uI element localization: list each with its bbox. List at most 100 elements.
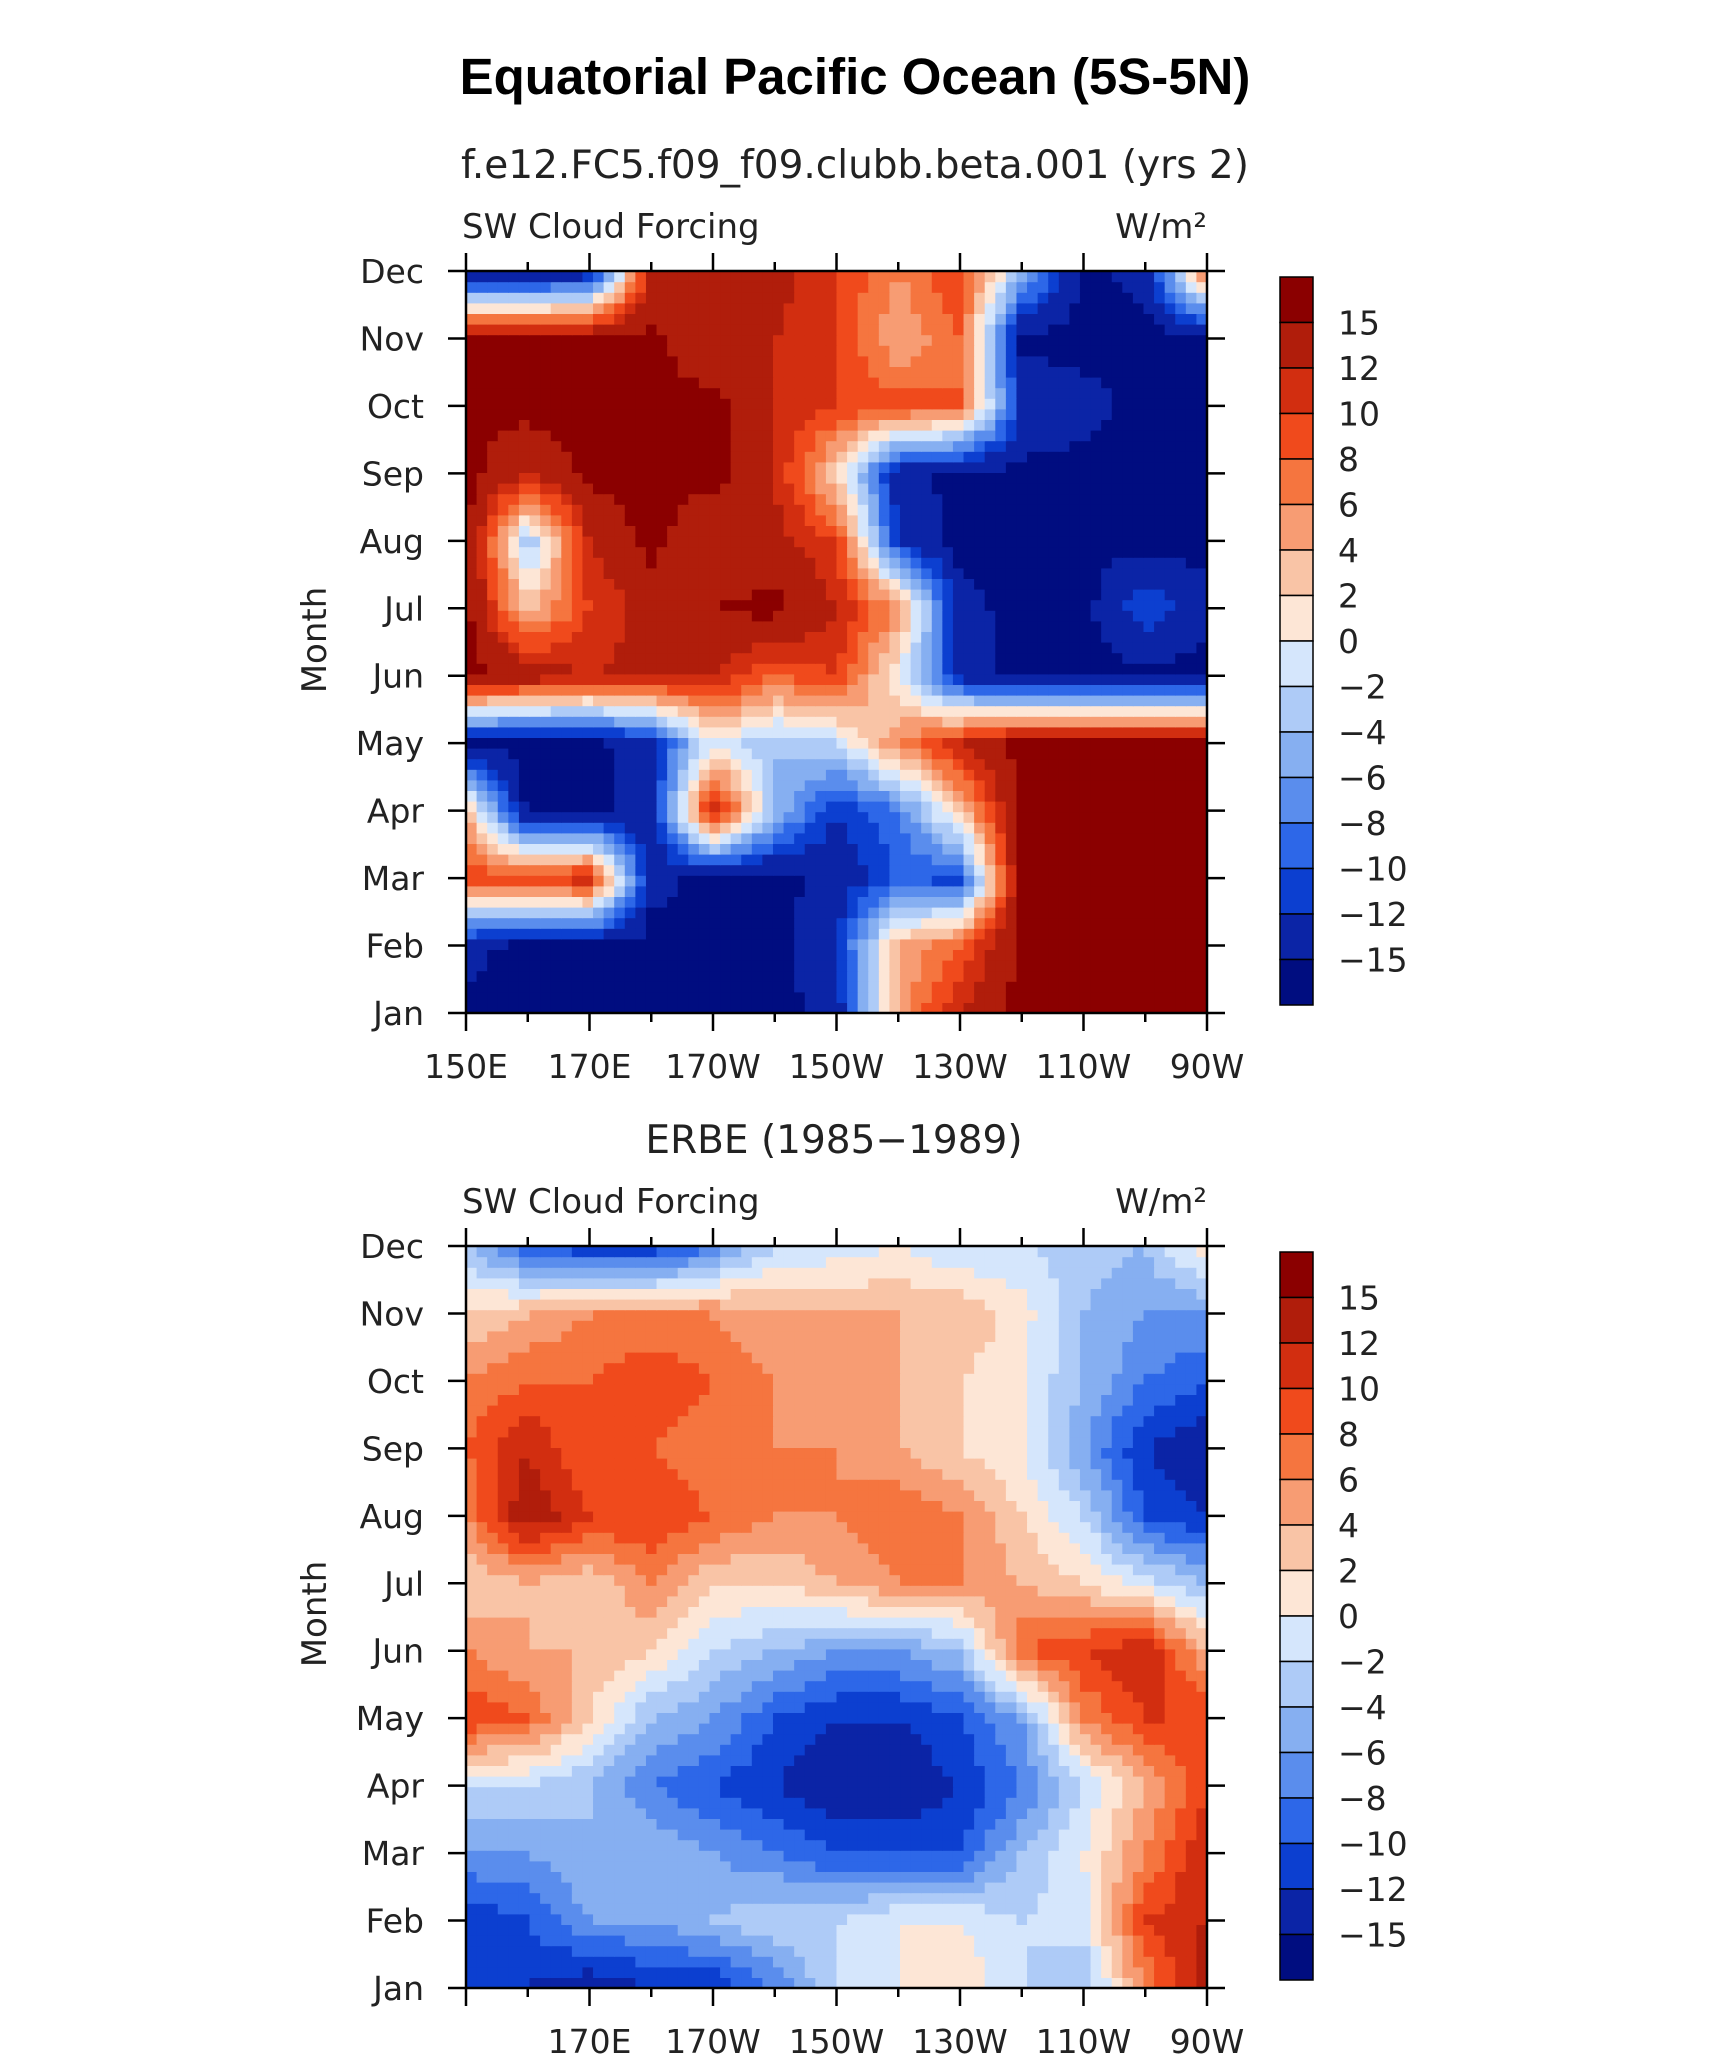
panel1-units-label: W/m² xyxy=(1115,207,1207,247)
heatmap-cell xyxy=(614,779,626,791)
heatmap-cell xyxy=(931,769,943,781)
heatmap-cell xyxy=(804,779,816,791)
heatmap-cell xyxy=(698,525,711,537)
heatmap-cell xyxy=(656,726,668,738)
heatmap-cell xyxy=(868,695,880,707)
heatmap-cell xyxy=(794,801,806,813)
heatmap-cell xyxy=(1016,1002,1028,1014)
heatmap-cell xyxy=(487,716,499,728)
heatmap-cell xyxy=(974,313,986,325)
heatmap-cell xyxy=(878,377,891,389)
heatmap-cell xyxy=(900,472,912,484)
heatmap-cell xyxy=(762,355,774,367)
heatmap-cell xyxy=(931,652,943,664)
heatmap-cell xyxy=(518,408,531,420)
heatmap-cell xyxy=(974,440,986,452)
heatmap-cell xyxy=(878,907,891,919)
heatmap-cell xyxy=(772,567,785,579)
heatmap-cell xyxy=(466,790,478,802)
heatmap-cell xyxy=(878,673,891,685)
heatmap-cell xyxy=(868,366,880,378)
heatmap-cell xyxy=(1016,896,1028,908)
heatmap-cell xyxy=(730,811,742,823)
heatmap-cell xyxy=(709,769,721,781)
heatmap-cell xyxy=(995,854,1007,866)
heatmap-cell xyxy=(889,567,901,579)
heatmap-cell xyxy=(942,885,954,897)
heatmap-cell xyxy=(1185,801,1198,813)
heatmap-cell xyxy=(984,483,996,495)
heatmap-cell xyxy=(857,483,869,495)
heatmap-cell xyxy=(762,610,774,622)
heatmap-cell xyxy=(1069,557,1081,569)
heatmap-cell xyxy=(1143,387,1155,399)
heatmap-cell xyxy=(476,493,488,505)
heatmap-cell xyxy=(1101,430,1113,442)
heatmap-cell xyxy=(730,504,742,516)
heatmap-cell xyxy=(889,1002,901,1014)
heatmap-cell xyxy=(603,334,615,346)
heatmap-cell xyxy=(741,451,753,463)
heatmap-cell xyxy=(783,546,795,558)
heatmap-cell xyxy=(561,779,573,791)
heatmap-cell xyxy=(1143,440,1155,452)
heatmap-cell xyxy=(1027,684,1039,696)
heatmap-cell xyxy=(1111,737,1123,749)
heatmap-cell xyxy=(857,917,869,929)
heatmap-cell xyxy=(529,1977,541,1989)
heatmap-cell xyxy=(529,811,541,823)
heatmap-cell xyxy=(709,801,721,813)
heatmap-cell xyxy=(709,748,721,760)
heatmap-cell xyxy=(1079,313,1092,325)
heatmap-cell xyxy=(878,663,891,675)
heatmap-cell xyxy=(1090,302,1102,314)
heatmap-cell xyxy=(1196,302,1208,314)
heatmap-cell xyxy=(529,748,541,760)
heatmap-cell xyxy=(963,981,975,993)
heatmap-cell xyxy=(1143,567,1155,579)
heatmap-cell xyxy=(1048,440,1060,452)
heatmap-cell xyxy=(984,748,996,760)
heatmap-cell xyxy=(900,991,912,1003)
heatmap-cell xyxy=(1175,970,1187,982)
heatmap-cell xyxy=(868,302,880,314)
heatmap-cell xyxy=(730,461,742,473)
heatmap-cell xyxy=(995,578,1007,590)
heatmap-cell xyxy=(571,483,584,495)
heatmap-cell xyxy=(1154,514,1166,526)
heatmap-cell xyxy=(709,610,721,622)
heatmap-cell xyxy=(762,938,774,950)
heatmap-cell xyxy=(1175,324,1187,336)
heatmap-cell xyxy=(804,430,816,442)
heatmap-cell xyxy=(561,610,573,622)
heatmap-cell xyxy=(476,578,488,590)
heatmap-cell xyxy=(741,345,753,357)
heatmap-cell xyxy=(698,705,711,717)
heatmap-cell xyxy=(518,271,531,283)
heatmap-cell xyxy=(645,398,658,410)
heatmap-cell xyxy=(508,769,520,781)
heatmap-cell xyxy=(1164,271,1176,283)
heatmap-cell xyxy=(582,620,594,632)
heatmap-cell xyxy=(804,525,816,537)
heatmap-cell xyxy=(730,599,742,611)
heatmap-cell xyxy=(1005,387,1018,399)
heatmap-cell xyxy=(720,1002,732,1014)
heatmap-cell xyxy=(741,801,753,813)
heatmap-cell xyxy=(1048,779,1060,791)
heatmap-cell xyxy=(804,557,816,569)
heatmap-cell xyxy=(497,642,509,654)
heatmap-cell xyxy=(571,536,584,548)
heatmap-cell xyxy=(847,430,859,442)
heatmap-cell xyxy=(815,737,827,749)
heatmap-cell xyxy=(698,885,711,897)
heatmap-cell xyxy=(910,493,922,505)
panel1-axes: JanFebMarAprMayJunJulAugSepOctNovDec150E… xyxy=(356,252,1245,1086)
heatmap-cell xyxy=(540,673,552,685)
heatmap-cell xyxy=(751,355,763,367)
heatmap-cell xyxy=(1005,832,1018,844)
heatmap-cell xyxy=(878,345,891,357)
heatmap-cell xyxy=(476,801,488,813)
heatmap-cell xyxy=(900,557,912,569)
heatmap-cell xyxy=(783,652,795,664)
